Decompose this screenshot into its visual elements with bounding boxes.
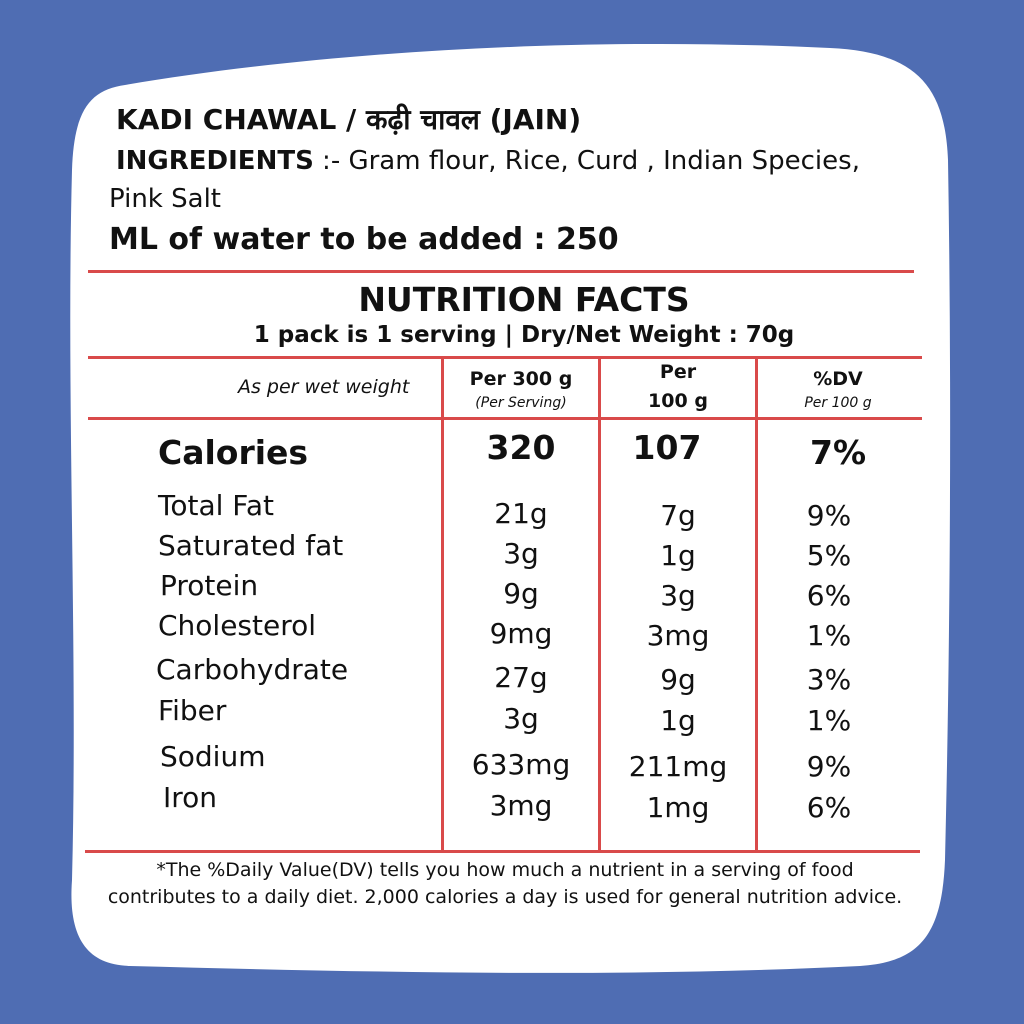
- ingredients-text-continued: Pink Salt: [109, 184, 221, 214]
- product-title: KADI CHAWAL / कढ़ी चावल (JAIN): [116, 103, 582, 136]
- column-header-per-100g-line1: Per: [659, 361, 697, 383]
- top-divider: [88, 270, 914, 273]
- nutrient-label: Fiber: [158, 694, 227, 727]
- nutrient-value-per-100g: 7g: [660, 499, 696, 532]
- nutrient-label: Total Fat: [158, 489, 274, 522]
- nutrient-value-dv: 6%: [806, 579, 852, 612]
- nutrient-label: Iron: [163, 781, 218, 814]
- calories-dv: 7%: [809, 433, 867, 472]
- nutrient-value-dv: 9%: [806, 750, 852, 783]
- nutrient-value-per-serving: 3g: [503, 702, 539, 735]
- nutrition-facts-title: NUTRITION FACTS: [358, 280, 690, 319]
- nutrient-value-per-100g: 211mg: [628, 750, 728, 783]
- nutrient-value-per-serving: 27g: [494, 661, 548, 694]
- nutrient-label: Saturated fat: [158, 529, 344, 562]
- calories-label: Calories: [158, 433, 309, 472]
- calories-per-serving: 320: [486, 428, 556, 467]
- nutrient-value-dv: 1%: [806, 619, 852, 652]
- nutrient-value-per-100g: 3g: [660, 579, 696, 612]
- column-divider-1: [441, 356, 444, 853]
- column-divider-2: [598, 356, 601, 853]
- nutrient-value-per-100g: 1mg: [646, 791, 710, 824]
- ingredients-label: INGREDIENTS: [116, 146, 314, 176]
- header-top-divider: [88, 356, 922, 359]
- header-bottom-divider: [88, 417, 922, 420]
- nutrient-label: Protein: [160, 569, 259, 602]
- table-bottom-divider: [85, 850, 920, 853]
- nutrient-value-per-serving: 9mg: [489, 617, 553, 650]
- nutrient-value-per-100g: 1g: [660, 704, 696, 737]
- water-instruction: ML of water to be added : 250: [109, 222, 619, 257]
- nutrient-value-per-serving: 21g: [494, 497, 548, 530]
- nutrient-value-per-serving: 3g: [503, 537, 539, 570]
- column-header-dv: %DV: [813, 368, 863, 390]
- nutrient-value-per-100g: 1g: [660, 539, 696, 572]
- nutrient-value-per-100g: 9g: [660, 663, 696, 696]
- column-divider-3: [755, 356, 758, 853]
- ingredients-text: :- Gram flour, Rice, Curd , Indian Speci…: [313, 146, 860, 176]
- ingredients-line: INGREDIENTS :- Gram flour, Rice, Curd , …: [116, 146, 860, 176]
- nutrient-label: Cholesterol: [158, 609, 317, 642]
- nutrient-value-dv: 5%: [806, 539, 852, 572]
- nutrient-label: Sodium: [160, 740, 266, 773]
- nutrient-value-dv: 1%: [806, 704, 852, 737]
- nutrient-value-per-serving: 3mg: [489, 789, 553, 822]
- nutrient-value-per-serving: 9g: [503, 577, 539, 610]
- nutrient-label: Carbohydrate: [156, 653, 349, 686]
- serving-info: 1 pack is 1 serving | Dry/Net Weight : 7…: [253, 322, 795, 348]
- nutrient-value-dv: 9%: [806, 499, 852, 532]
- nutrient-value-dv: 6%: [806, 791, 852, 824]
- nutrient-value-per-serving: 633mg: [471, 748, 571, 781]
- column-header-per-100g-line2: 100 g: [648, 390, 708, 412]
- basis-note: As per wet weight: [238, 376, 410, 398]
- nutrient-value-per-100g: 3mg: [646, 619, 710, 652]
- column-header-per-serving: Per 300 g: [469, 368, 573, 390]
- column-subheader-dv: Per 100 g: [804, 395, 872, 411]
- dv-footnote: *The %Daily Value(DV) tells you how much…: [107, 859, 903, 908]
- column-subheader-per-serving: (Per Serving): [475, 395, 567, 411]
- calories-per-100g: 107: [632, 428, 702, 467]
- nutrient-value-dv: 3%: [806, 663, 852, 696]
